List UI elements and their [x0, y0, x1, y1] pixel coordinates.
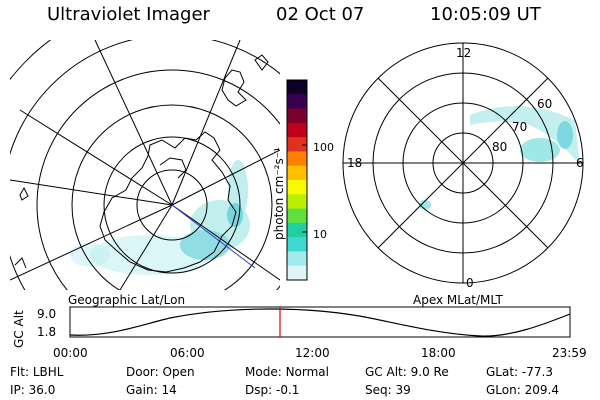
- ice-shelf-outline: [159, 157, 187, 179]
- status-gain: Gain: 14: [126, 383, 177, 397]
- colorbar-unit-label: photon cm⁻²s⁻¹: [272, 147, 286, 240]
- status-dsp: Dsp: -0.1: [245, 383, 300, 397]
- time-tick-2359: 23:59: [552, 346, 587, 360]
- date-label: 02 Oct 07: [276, 4, 365, 25]
- colorbar-band: [287, 265, 307, 281]
- colorbar-tick-10: 10: [313, 228, 327, 241]
- mlt-lines: [343, 43, 583, 283]
- status-filter: Flt: LBHL: [10, 365, 64, 379]
- meridian-lines: [10, 40, 280, 290]
- time-tick-0600: 06:00: [170, 346, 205, 360]
- altitude-plot-frame: [69, 306, 571, 338]
- colorbar-band: [287, 137, 307, 152]
- mlt-label-12: 12: [456, 46, 472, 60]
- colorbar-band: [287, 194, 307, 210]
- altitude-curve: [69, 308, 571, 337]
- continent-outline: [99, 131, 237, 273]
- time-tick-1200: 12:00: [295, 346, 330, 360]
- colorbar-band: [287, 122, 307, 138]
- aurora-emission-left: [70, 160, 250, 275]
- altitude-plot: [69, 306, 571, 338]
- colorbar-band: [287, 108, 307, 124]
- mlat-label-80: 80: [492, 140, 508, 154]
- status-glat: GLat: -77.3: [486, 365, 553, 379]
- magnetic-polar-plot: [342, 42, 584, 284]
- time-label: 10:05:09 UT: [430, 4, 541, 25]
- geographic-map-caption: Geographic Lat/Lon: [68, 293, 186, 307]
- colorbar-frame: [286, 79, 308, 281]
- colorbar-tick-100: 100: [313, 141, 334, 154]
- colorbar-band: [287, 222, 307, 238]
- aurora-emission-right: [419, 106, 580, 210]
- status-seq: Seq: 39: [365, 383, 411, 397]
- status-mode: Mode: Normal: [245, 365, 329, 379]
- colorbar-band: [287, 151, 307, 167]
- mlt-label-6: 6: [576, 156, 584, 170]
- geographic-map: [10, 40, 280, 290]
- time-tick-0000: 00:00: [53, 346, 88, 360]
- status-ip: IP: 36.0: [10, 383, 56, 397]
- colorbar-band: [287, 208, 307, 224]
- status-gc-alt: GC Alt: 9.0 Re: [365, 365, 449, 379]
- coast-fragment: [19, 186, 29, 201]
- island-outline: [254, 54, 269, 71]
- colorbar-band: [287, 237, 307, 252]
- altitude-ytick-min: 1.8: [37, 325, 57, 339]
- time-tick-1800: 18:00: [421, 346, 456, 360]
- mlt-label-18: 18: [347, 156, 363, 170]
- south-america-outline: [221, 69, 247, 107]
- instrument-title: Ultraviolet Imager: [47, 4, 210, 25]
- altitude-ytick-max: 9.0: [37, 307, 57, 321]
- status-door: Door: Open: [126, 365, 195, 379]
- mlat-label-70: 70: [512, 120, 528, 134]
- colorbar-band: [287, 94, 307, 110]
- altitude-ylabel: GC Alt: [12, 310, 26, 348]
- mlt-label-0: 0: [466, 276, 474, 290]
- colorbar-band: [287, 165, 307, 181]
- latitude-circles: [10, 40, 280, 290]
- magnetic-map-caption: Apex MLat/MLT: [413, 293, 503, 307]
- status-glon: GLon: 209.4: [486, 383, 559, 397]
- colorbar-band: [287, 180, 307, 195]
- noon-meridian-line: [171, 204, 256, 269]
- mlat-label-60: 60: [537, 97, 553, 111]
- colorbar-band: [287, 251, 307, 267]
- colorbar-band: [287, 80, 307, 95]
- colorbar: [286, 79, 308, 281]
- coast-fragment-2: [14, 257, 27, 269]
